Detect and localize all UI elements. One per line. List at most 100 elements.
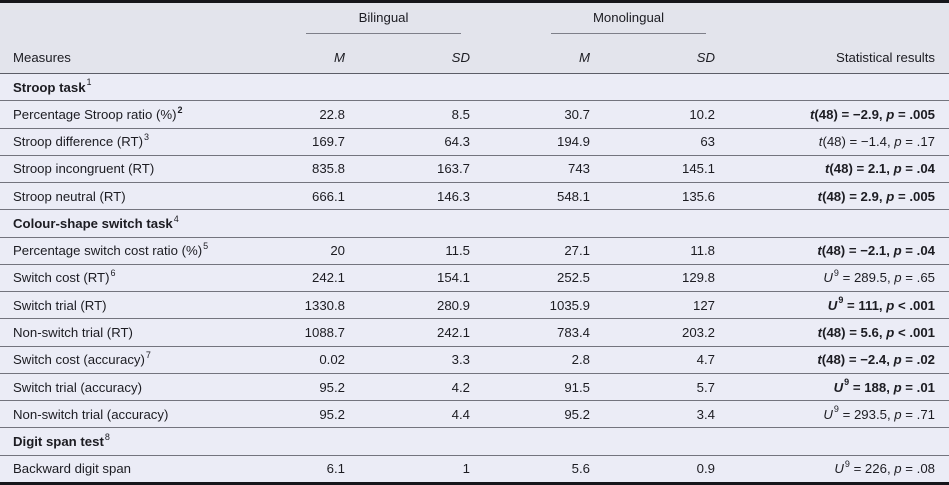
p-value: < .001 [894, 297, 935, 313]
p-symbol: p [893, 243, 902, 259]
measure-row: Stroop incongruent (RT) 835.8 163.7 743 145.… [0, 156, 949, 184]
p-value: = .01 [901, 379, 935, 395]
measure-row: Non-switch trial (RT) 1088.7 242.1 783.4 203… [0, 319, 949, 347]
bilingual-mean-value: 95.2 [319, 406, 345, 422]
section-title: Digit span test8 [0, 431, 949, 449]
measure-footnote-marker: 3 [143, 131, 149, 142]
stat-value: (48) = −2.9, [814, 106, 887, 122]
bilingual-sd-value: 4.2 [451, 379, 470, 395]
stat-value: (48) = 2.1, [829, 161, 894, 177]
measure-row: Non-switch trial (accuracy) 95.2 4.4 95.2 3.… [0, 401, 949, 429]
p-value: = .04 [901, 161, 935, 177]
p-symbol: p [886, 106, 895, 122]
measure-label-text: Backward digit span [13, 461, 132, 477]
statistical-result: U9 = 111, p < .001 [730, 296, 949, 313]
monolingual-mean-value: 27.1 [564, 243, 590, 259]
p-symbol: p [894, 134, 902, 150]
column-header-row: Measures M SD M SD Statistical results [0, 34, 949, 73]
statistical-result: U9 = 188, p = .01 [730, 377, 949, 395]
p-value: = .17 [901, 134, 935, 150]
p-symbol: p [893, 352, 902, 368]
section-row: Stroop task1 [0, 74, 949, 102]
stat-value: = 289.5, [838, 270, 895, 286]
bilingual-mean-value: 666.1 [311, 188, 345, 204]
stat-value: = 111, [843, 297, 887, 313]
measure-label: Backward digit span [0, 461, 300, 476]
measure-label: Stroop neutral (RT) [0, 189, 300, 204]
stat-value: (48) = −1.4, [822, 134, 895, 150]
monolingual-sd-value: 203.2 [681, 325, 715, 341]
measure-label: Switch cost (RT)6 [0, 269, 300, 286]
stat-symbol: t [817, 325, 823, 341]
bilingual-sd-value: 1 [462, 461, 470, 477]
measure-label-text: Percentage Stroop ratio (%) [13, 106, 177, 122]
bilingual-mean-value: 6.1 [326, 461, 345, 477]
bilingual-mean-value: 242.1 [311, 270, 345, 286]
statistical-result: t(48) = −2.4, p = .02 [730, 352, 949, 367]
measure-label: Switch trial (RT) [0, 298, 300, 313]
bilingual-mean-value: 22.8 [319, 106, 345, 122]
p-symbol: p [886, 297, 895, 313]
bilingual-mean-value: 1088.7 [304, 325, 345, 341]
measure-row: Stroop neutral (RT) 666.1 146.3 548.1 135.6 t… [0, 183, 949, 211]
monolingual-sd-value: 11.8 [690, 243, 715, 259]
measure-label: Percentage switch cost ratio (%)5 [0, 241, 300, 259]
p-value: = .65 [901, 270, 935, 286]
stat-symbol: t [809, 106, 815, 122]
p-symbol: p [893, 379, 902, 395]
monolingual-mean-value: 1035.9 [549, 297, 590, 313]
p-value: = .08 [901, 461, 935, 477]
monolingual-mean-value: 2.8 [571, 352, 590, 368]
p-symbol: p [886, 325, 895, 341]
bilingual-mean-value: 169.7 [311, 134, 345, 150]
group-header-spacer [0, 3, 300, 34]
measures-column-header: Measures [13, 50, 71, 65]
section-title: Stroop task1 [0, 77, 949, 95]
p-symbol: p [893, 161, 902, 177]
measure-label: Switch cost (accuracy)7 [0, 350, 300, 367]
measure-footnote-marker: 2 [177, 104, 183, 115]
section-footnote-marker: 8 [104, 431, 110, 442]
bilingual-sd-value: 3.3 [451, 352, 470, 368]
table-header: Bilingual Monolingual Measures M SD M SD… [0, 3, 949, 74]
group-header-row: Bilingual Monolingual [0, 3, 949, 34]
measure-row: Switch trial (RT) 1330.8 280.9 1035.9 127 U9 … [0, 292, 949, 320]
statistical-result: t(48) = −2.9, p = .005 [730, 107, 949, 122]
measure-label-text: Percentage switch cost ratio (%) [13, 243, 203, 259]
monolingual-mean-value: 91.5 [564, 379, 590, 395]
stat-symbol-sup: 9 [844, 458, 850, 469]
monolingual-mean-value: 548.1 [556, 188, 590, 204]
stat-value: = 293.5, [838, 406, 895, 422]
monolingual-mean-value: 743 [567, 161, 590, 177]
bilingual-mean-value: 20 [330, 243, 345, 259]
section-footnote-marker: 4 [173, 213, 179, 224]
p-symbol: p [894, 270, 902, 286]
bilingual-mean-value: 835.8 [311, 161, 345, 177]
group-header-spacer-right [730, 3, 949, 34]
section-footnote-marker: 1 [86, 77, 92, 88]
monolingual-sd-header: SD [696, 50, 715, 65]
stat-symbol-sup: 9 [844, 377, 850, 388]
monolingual-sd-value: 129.8 [681, 270, 715, 286]
measure-row: Backward digit span 6.1 1 5.6 0.9 U9 = 226, p… [0, 456, 949, 482]
stat-value: (48) = 5.6, [822, 325, 887, 341]
p-value: = .71 [901, 406, 935, 422]
monolingual-mean-value: 783.4 [556, 325, 590, 341]
monolingual-mean-header: M [579, 50, 590, 65]
measure-label-text: Switch trial (accuracy) [13, 379, 142, 395]
stat-symbol: t [817, 188, 823, 204]
bilingual-mean-value: 1330.8 [304, 297, 345, 313]
monolingual-mean-value: 5.6 [571, 461, 590, 477]
measure-row: Percentage Stroop ratio (%)2 22.8 8.5 30.7 1… [0, 101, 949, 129]
measure-label: Non-switch trial (RT) [0, 325, 300, 340]
section-row: Colour-shape switch task4 [0, 210, 949, 238]
statistical-result: U9 = 293.5, p = .71 [730, 405, 949, 422]
monolingual-mean-value: 30.7 [564, 106, 590, 122]
bilingual-mean-value: 0.02 [319, 352, 345, 368]
bilingual-sd-value: 280.9 [436, 297, 470, 313]
measure-row: Switch cost (accuracy)7 0.02 3.3 2.8 4.7 t(48… [0, 347, 949, 374]
bilingual-sd-value: 11.5 [445, 243, 470, 259]
p-value: = .04 [901, 243, 935, 259]
statistical-result: U9 = 289.5, p = .65 [730, 269, 949, 286]
